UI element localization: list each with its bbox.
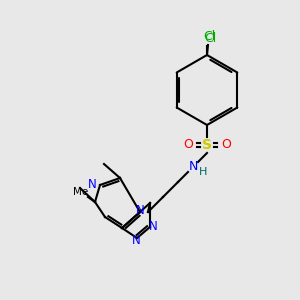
Text: H: H [199,167,207,177]
Text: N: N [88,178,97,190]
Text: Me: Me [74,187,88,197]
Text: N: N [148,220,158,233]
Text: N: N [132,233,140,247]
Text: N: N [188,160,198,173]
Text: Cl: Cl [204,32,216,46]
Text: S: S [202,138,212,152]
Text: O: O [221,139,231,152]
Text: Cl: Cl [203,31,215,44]
Text: O: O [183,139,193,152]
Text: N: N [136,205,144,218]
